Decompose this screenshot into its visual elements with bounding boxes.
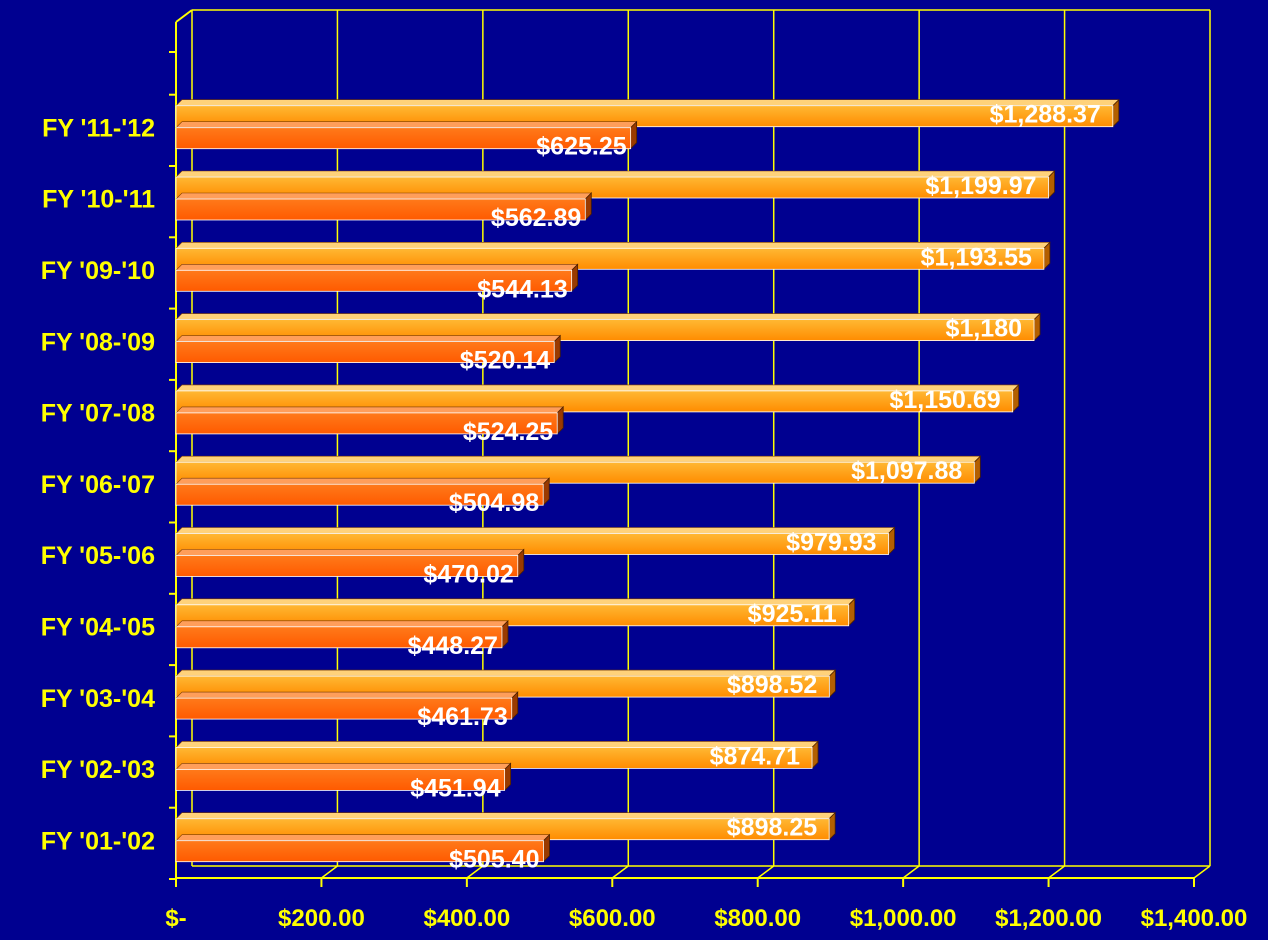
x-tick-label: $800.00: [714, 905, 801, 932]
bar-series-1: [175, 619, 509, 649]
floor-gridline: [466, 865, 484, 879]
bar-series-1: [175, 833, 551, 863]
data-label-series-0: $1,199.97: [925, 172, 1036, 200]
data-label-series-1: $505.40: [449, 846, 539, 874]
bar-series-1: [175, 192, 593, 221]
data-label-series-0: $925.11: [748, 600, 837, 628]
bar-series-1: [175, 405, 564, 435]
category-label: FY '01-'02: [41, 827, 155, 855]
bar-series-1: [175, 762, 512, 792]
data-label-series-1: $544.13: [477, 275, 567, 303]
data-label-series-0: $898.25: [727, 814, 817, 842]
x-tick-label: $400.00: [423, 905, 510, 932]
data-label-series-0: $1,288.37: [990, 101, 1101, 129]
data-label-series-0: $874.71: [710, 742, 800, 770]
bar-series-1: [175, 120, 638, 150]
data-label-series-0: $1,097.88: [851, 457, 962, 485]
category-label: FY '02-'03: [41, 756, 155, 784]
data-label-series-0: $1,150.69: [889, 386, 1000, 414]
data-label-series-0: $1,180: [946, 315, 1022, 343]
bar-series-1: [175, 263, 579, 293]
x-tick-label: $600.00: [569, 905, 656, 932]
category-label: FY '09-'10: [41, 257, 155, 285]
data-label-series-1: $625.25: [536, 133, 626, 161]
category-label: FY '10-'11: [42, 186, 155, 214]
floor-gridline: [320, 865, 338, 879]
bar-series-1: [175, 477, 550, 507]
bars-layer: [175, 98, 1120, 863]
data-label-series-0: $1,193.55: [921, 243, 1032, 271]
data-label-series-1: $448.27: [408, 632, 498, 660]
data-label-series-1: $520.14: [460, 347, 550, 375]
data-label-series-1: $504.98: [449, 489, 539, 517]
x-tick-label: $-: [165, 905, 186, 932]
x-tick-label: $200.00: [278, 905, 365, 932]
grid-layer: [169, 9, 1211, 887]
bar-series-1: [175, 548, 525, 578]
data-label-series-1: $470.02: [423, 561, 513, 589]
labels-layer: $- $200.00 $400.00 $600.00 $800.00 $1,000.00 $…: [41, 101, 1248, 932]
bar-series-1: [175, 691, 519, 721]
data-label-series-1: $562.89: [491, 204, 581, 232]
category-label: FY '04-'05: [41, 613, 155, 641]
x-tick-label: $1,400.00: [1141, 905, 1248, 932]
category-label: FY '03-'04: [41, 685, 155, 713]
floor-gridline: [611, 865, 629, 879]
y-axis-top-edge: [175, 9, 193, 23]
category-label: FY '07-'08: [41, 400, 155, 428]
x-tick-label: $1,200.00: [995, 905, 1102, 932]
floor-gridline: [1193, 865, 1211, 879]
category-label: FY '08-'09: [41, 328, 155, 356]
category-label: FY '05-'06: [41, 542, 155, 570]
category-label: FY '06-'07: [41, 471, 155, 499]
data-label-series-1: $524.25: [463, 418, 553, 446]
x-tick-label: $1,000.00: [850, 905, 957, 932]
data-label-series-1: $461.73: [417, 703, 507, 731]
category-label: FY '11-'12: [42, 114, 155, 142]
data-label-series-0: $898.52: [727, 671, 817, 699]
floor-gridline: [1048, 865, 1066, 879]
data-label-series-0: $979.93: [786, 529, 876, 557]
bar-series-0: [175, 383, 1020, 413]
data-label-series-1: $451.94: [410, 774, 500, 802]
bar-series-1: [175, 334, 561, 364]
floor-gridline: [902, 865, 920, 879]
floor-gridline: [757, 865, 775, 879]
